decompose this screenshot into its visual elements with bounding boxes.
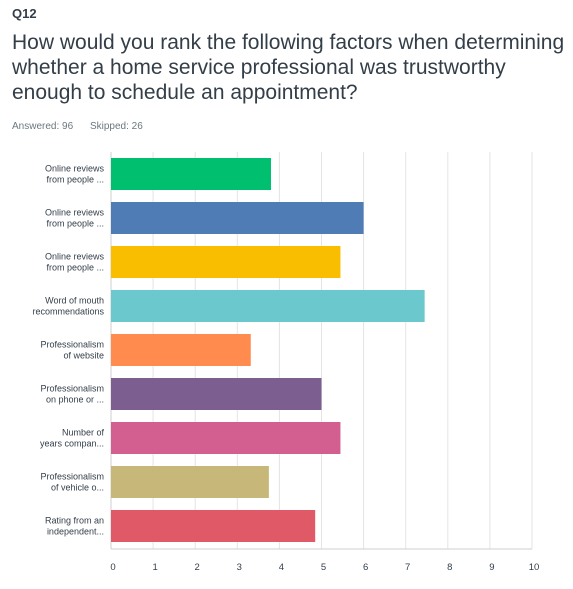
bar (111, 422, 341, 454)
category-label: from people ... (46, 263, 104, 273)
bar (111, 466, 269, 498)
category-label: from people ... (46, 175, 104, 185)
category-label: Professionalism (40, 340, 104, 350)
x-tick-label: 3 (237, 562, 242, 573)
category-label: Rating from an (45, 516, 104, 526)
bar (111, 510, 316, 542)
answered-count: Answered: 96 (12, 121, 74, 132)
category-label: Word of mouth (45, 296, 104, 306)
category-label: Professionalism (40, 384, 104, 394)
category-label: Online reviews (45, 208, 105, 218)
x-tick-label: 1 (152, 562, 157, 573)
bar (111, 246, 341, 278)
x-tick-label: 6 (363, 562, 368, 573)
category-label: years compan... (40, 439, 104, 449)
category-label: recommendations (32, 307, 104, 317)
x-tick-label: 9 (489, 562, 494, 573)
bar (111, 290, 425, 322)
category-label: of vehicle o... (51, 483, 104, 493)
category-label: Professionalism (40, 472, 104, 482)
bar (111, 334, 251, 366)
x-axis-ticks: 0 1 2 3 4 5 6 7 8 9 10 (110, 562, 539, 573)
response-summary: Answered: 96 Skipped: 26 (12, 121, 157, 132)
bar (111, 158, 271, 190)
category-label: of website (63, 351, 104, 361)
category-label: Online reviews (45, 252, 105, 262)
x-tick-label: 10 (529, 562, 540, 573)
x-tick-label: 8 (447, 562, 452, 573)
bar (111, 202, 364, 234)
category-label: on phone or ... (46, 395, 104, 405)
question-number: Q12 (12, 6, 37, 21)
x-tick-label: 5 (321, 562, 326, 573)
category-label: from people ... (46, 219, 104, 229)
x-tick-label: 4 (279, 562, 284, 573)
category-label: Number of (62, 428, 105, 438)
x-tick-label: 2 (195, 562, 200, 573)
skipped-count: Skipped: 26 (89, 121, 143, 132)
question-title: How would you rank the following factors… (12, 31, 565, 104)
x-tick-label: 7 (405, 562, 410, 573)
bars (111, 158, 425, 542)
x-tick-label: 0 (110, 562, 115, 573)
bar (111, 378, 322, 410)
category-label: independent... (47, 527, 104, 537)
category-label: Online reviews (45, 164, 105, 174)
